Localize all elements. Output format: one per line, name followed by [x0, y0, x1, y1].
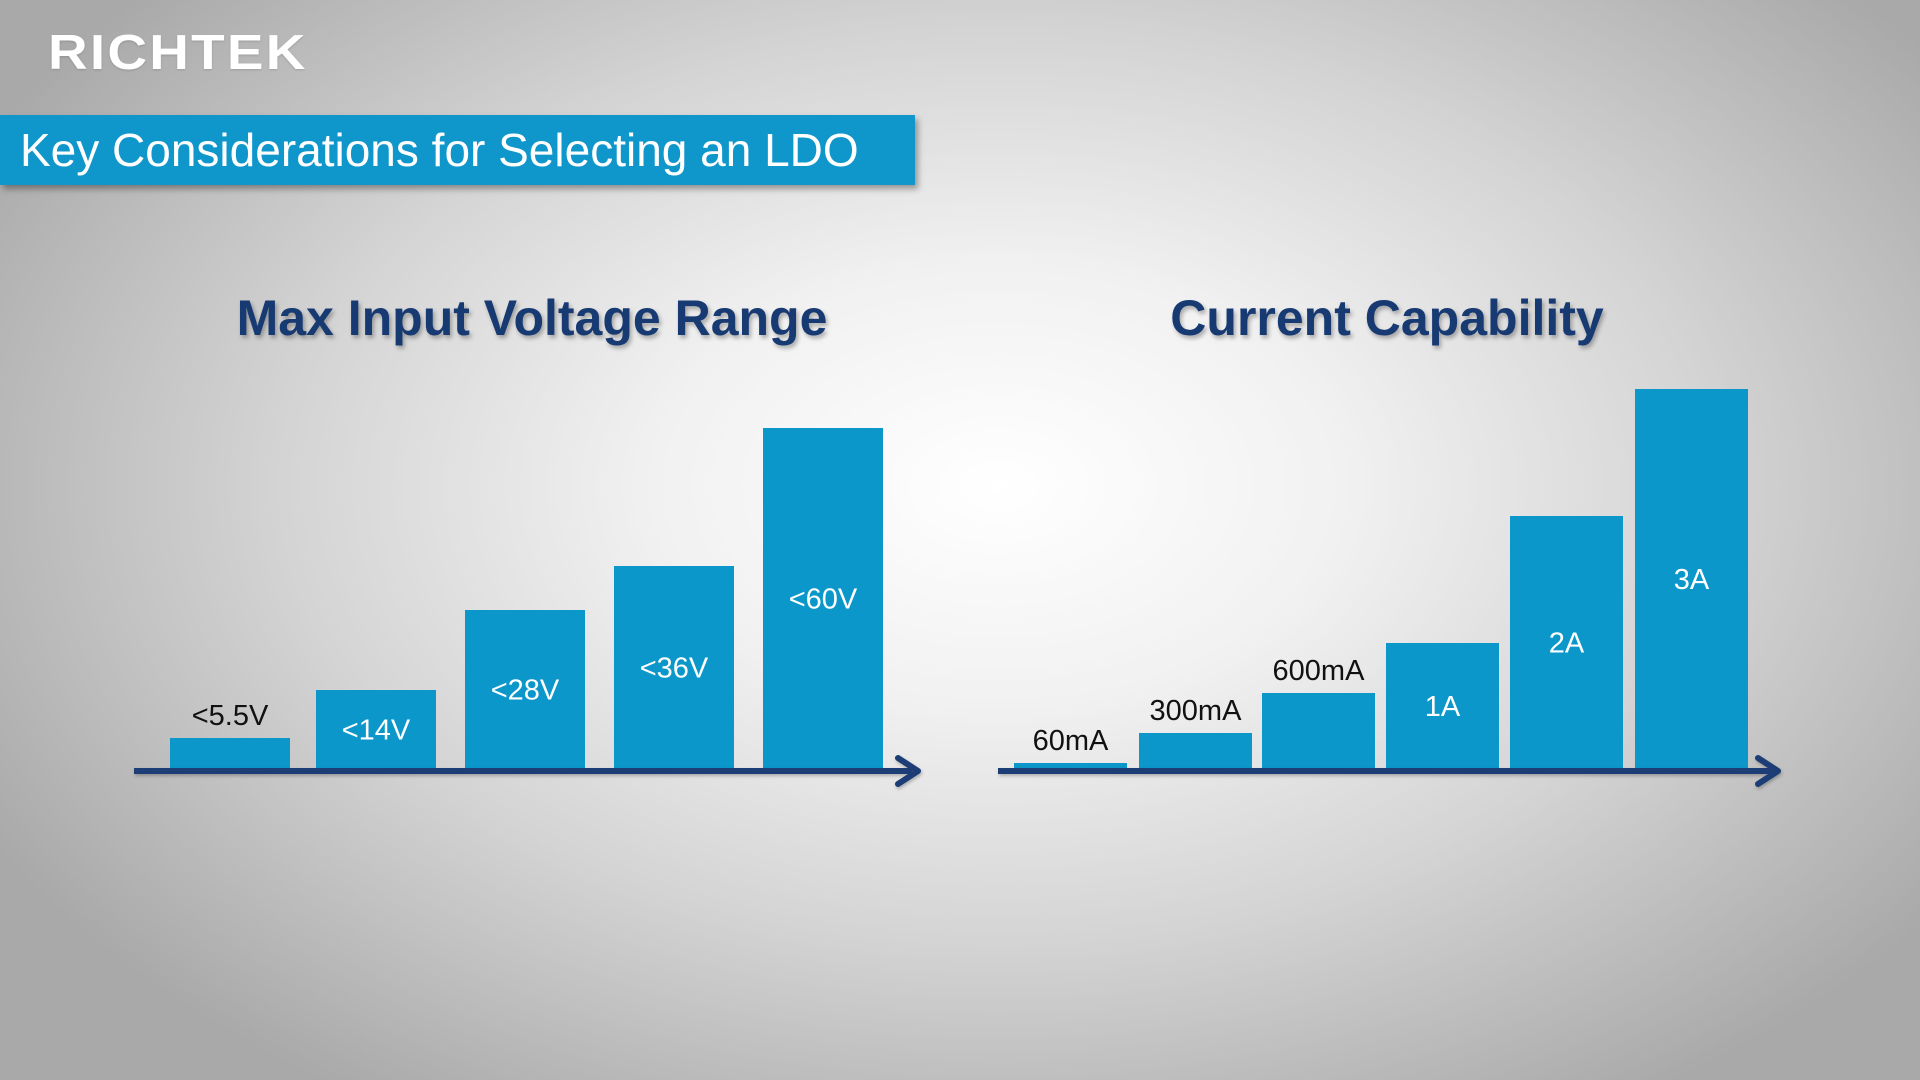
voltage-axis-arrow	[134, 755, 921, 787]
current-bar	[1635, 389, 1748, 771]
current-bar-label: 600mA	[1273, 655, 1366, 687]
current-bar	[1262, 693, 1375, 771]
slide-title: Key Considerations for Selecting an LDO	[20, 124, 859, 176]
slide-title-bar: Key Considerations for Selecting an LDO	[0, 115, 915, 185]
current-axis-arrow	[998, 755, 1781, 787]
current-bar	[1014, 763, 1127, 771]
voltage-bar	[170, 738, 290, 771]
voltage-bar-label: <14V	[342, 715, 411, 747]
voltage-bar-label: <28V	[491, 675, 560, 707]
current-chart-title: Current Capability	[1170, 290, 1604, 346]
current-bar	[1139, 733, 1252, 771]
voltage-bar	[614, 566, 734, 771]
voltage-bar	[316, 690, 436, 771]
current-bar-label: 60mA	[1033, 725, 1109, 757]
voltage-bar-label: <5.5V	[192, 700, 269, 732]
current-bar-label: 300mA	[1150, 695, 1243, 727]
current-bar-label: 2A	[1549, 628, 1585, 660]
voltage-chart: <5.5V <14V <28V <36V <60V	[134, 428, 921, 787]
richtek-logo: RICHTEK	[48, 26, 308, 80]
current-bar-label: 3A	[1674, 564, 1710, 596]
voltage-bar	[465, 610, 585, 771]
current-chart: 60mA 300mA 600mA 1A 2A 3A	[998, 389, 1781, 787]
voltage-chart-title: Max Input Voltage Range	[236, 290, 828, 346]
current-bar	[1386, 643, 1499, 771]
voltage-bar-label: <36V	[640, 653, 709, 685]
current-bar-label: 1A	[1425, 691, 1461, 723]
voltage-bar-label: <60V	[789, 584, 858, 616]
current-bar	[1510, 516, 1623, 771]
voltage-bar	[763, 428, 883, 771]
